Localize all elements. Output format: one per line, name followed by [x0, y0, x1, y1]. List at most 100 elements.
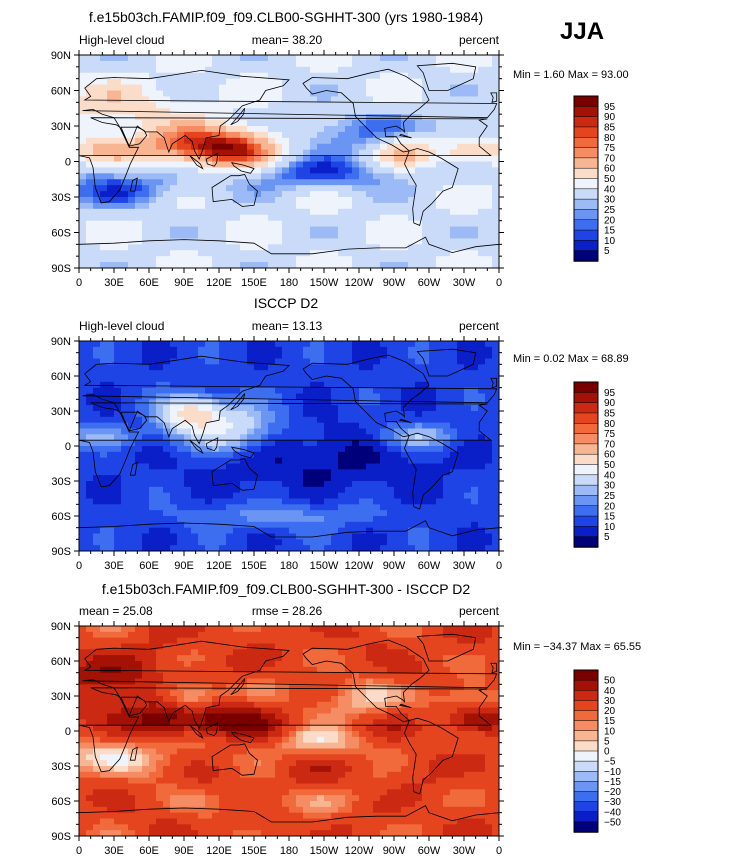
field-cell	[478, 440, 486, 447]
field-cell	[184, 545, 192, 551]
field-cell	[247, 516, 255, 523]
field-cell	[254, 341, 262, 348]
field-cell	[303, 66, 311, 74]
lat-tick-label: 30S	[51, 192, 71, 204]
field-cell	[317, 143, 325, 151]
field-cell	[436, 262, 444, 268]
field-cell	[184, 72, 192, 80]
field-cell	[464, 143, 472, 151]
field-cell	[233, 137, 241, 145]
field-cell	[436, 72, 444, 80]
field-cell	[240, 143, 248, 151]
field-cell	[121, 376, 129, 383]
field-cell	[128, 626, 136, 633]
field-cell	[247, 250, 255, 257]
field-cell	[303, 637, 311, 645]
field-cell	[121, 352, 129, 360]
field-cell	[205, 539, 213, 546]
field-cell	[93, 173, 101, 180]
field-cell	[485, 521, 493, 529]
field-cell	[485, 434, 493, 441]
field-cell	[128, 381, 136, 389]
field-cell	[310, 108, 318, 115]
field-cell	[380, 78, 388, 86]
field-cell	[177, 527, 185, 535]
field-cell	[282, 643, 290, 650]
field-cell	[282, 78, 290, 86]
field-cell	[387, 226, 395, 234]
field-cell	[303, 256, 311, 263]
field-cell	[93, 463, 101, 470]
field-cell	[380, 114, 388, 121]
field-cell	[128, 504, 136, 511]
field-cell	[135, 481, 143, 488]
field-cell	[79, 376, 87, 383]
field-cell	[268, 527, 276, 535]
field-cell	[422, 197, 430, 204]
field-cell	[268, 381, 276, 389]
field-cell	[443, 244, 451, 251]
field-cell	[366, 137, 374, 145]
stats-label: Min = −34.37 Max = 65.55	[513, 641, 641, 653]
field-cell	[324, 481, 332, 488]
field-cell	[198, 626, 206, 633]
field-cell	[233, 463, 241, 470]
field-cell	[289, 376, 297, 383]
field-cell	[317, 250, 325, 257]
field-cell	[135, 60, 143, 68]
colorbar-label: 50	[604, 174, 616, 185]
field-cell	[338, 72, 346, 80]
field-cell	[345, 428, 353, 435]
field-cell	[352, 440, 360, 447]
field-cell	[289, 381, 297, 389]
field-cell	[156, 516, 164, 523]
field-cell	[177, 486, 185, 494]
field-cell	[324, 341, 332, 348]
field-cell	[184, 96, 192, 103]
field-cell	[310, 416, 318, 424]
field-cell	[443, 631, 451, 639]
field-cell	[135, 475, 143, 482]
field-cell	[226, 539, 234, 546]
field-cell	[240, 137, 248, 145]
field-cell	[219, 405, 227, 412]
field-cell	[464, 137, 472, 145]
field-cell	[275, 422, 283, 430]
field-cell	[191, 155, 199, 163]
field-cell	[464, 120, 472, 127]
field-cell	[170, 475, 178, 482]
field-cell	[219, 84, 227, 92]
field-cell	[373, 179, 381, 186]
field-cell	[324, 185, 332, 192]
field-cell	[121, 463, 129, 470]
field-cell	[156, 55, 164, 62]
field-cell	[443, 451, 451, 459]
field-cell	[387, 90, 395, 98]
field-cell	[324, 102, 332, 109]
field-cell	[436, 463, 444, 470]
field-cell	[338, 191, 346, 198]
field-cell	[296, 60, 304, 68]
field-cell	[373, 78, 381, 86]
field-cell	[429, 197, 437, 204]
field-cell	[366, 161, 374, 169]
field-cell	[422, 60, 430, 68]
field-cell	[387, 250, 395, 257]
field-cell	[177, 516, 185, 523]
field-cell	[135, 498, 143, 505]
field-cell	[170, 393, 178, 400]
field-cell	[394, 469, 402, 476]
field-cell	[450, 214, 458, 222]
colorbar-label: 15	[604, 226, 616, 237]
field-cell	[177, 250, 185, 257]
field-cell	[121, 202, 129, 210]
field-cell	[79, 492, 87, 500]
field-cell	[296, 202, 304, 210]
field-cell	[233, 161, 241, 169]
field-cell	[324, 364, 332, 371]
field-cell	[100, 364, 108, 371]
field-cell	[366, 626, 374, 633]
field-cell	[219, 167, 227, 174]
field-cell	[303, 114, 311, 121]
field-cell	[247, 197, 255, 204]
